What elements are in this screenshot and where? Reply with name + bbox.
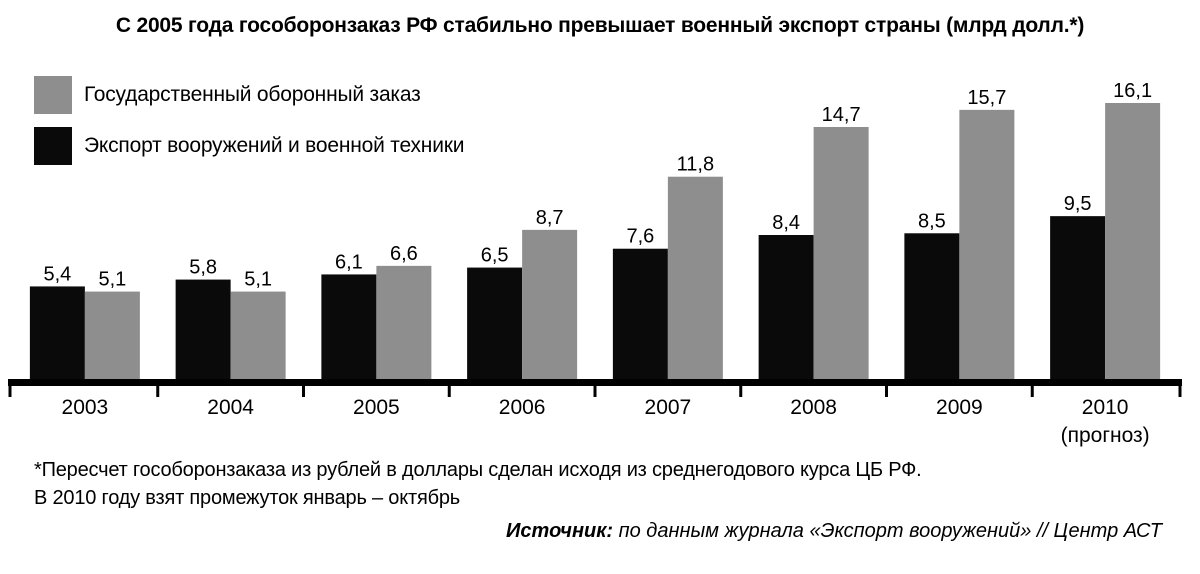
bar-export-2006: [467, 267, 523, 379]
bar-export-2004: [175, 279, 231, 379]
x-tick-label-2005: 2005: [353, 396, 400, 419]
bar-defense-order-2008: [813, 127, 869, 379]
footnote-line-1: *Пересчет гособоронзаказа из рублей в до…: [34, 459, 922, 481]
bar-export-2008: [758, 235, 814, 379]
footnote-line-2: В 2010 году взят промежуток январь – окт…: [34, 487, 460, 509]
data-label-defense-order-2009: 15,7: [967, 87, 1006, 109]
data-label-export-2004: 5,8: [189, 257, 217, 279]
x-axis-tick-6: [885, 383, 888, 397]
x-tick-label-2008: 2008: [790, 396, 837, 419]
bar-defense-order-2005: [376, 265, 432, 379]
x-tick-label-2009: 2009: [936, 396, 983, 419]
bar-export-2010: [1050, 216, 1106, 379]
x-axis-tick-3: [447, 383, 451, 397]
data-label-export-2009: 8,5: [918, 210, 946, 232]
bar-export-2005: [321, 274, 377, 379]
data-label-export-2006: 6,5: [481, 245, 509, 267]
data-label-defense-order-2008: 14,7: [822, 104, 861, 126]
bar-defense-order-2007: [667, 176, 723, 379]
legend-item-defense-order: Государственный оборонный заказ: [34, 75, 421, 115]
data-label-defense-order-2005: 6,6: [390, 243, 418, 265]
bar-export-2009: [904, 233, 960, 379]
legend-label-arms-export: Экспорт вооружений и военной техники: [84, 134, 465, 157]
x-axis-tick-5: [739, 383, 743, 397]
bar-defense-order-2006: [522, 229, 578, 379]
x-axis-tick-8: [1178, 383, 1182, 397]
x-axis-tick-2: [302, 383, 305, 397]
legend-swatch-defense-order: [34, 76, 72, 114]
source-text: по данным журнала «Экспорт вооружений» /…: [613, 520, 1162, 542]
x-tick-label-2006: 2006: [499, 396, 546, 419]
legend-swatch-arms-export: [34, 127, 72, 165]
legend-item-arms-export: Экспорт вооружений и военной техники: [34, 126, 464, 166]
chart-title: С 2005 года гособоронзаказ РФ стабильно …: [115, 14, 1085, 37]
bar-defense-order-2009: [959, 109, 1015, 379]
data-label-defense-order-2003: 5,1: [98, 269, 126, 291]
source-note: Источник: по данным журнала «Экспорт воо…: [506, 520, 1162, 543]
data-label-defense-order-2004: 5,1: [244, 269, 272, 291]
data-label-export-2005: 6,1: [335, 251, 363, 273]
source-label: Источник:: [506, 520, 614, 542]
data-label-export-2010: 9,5: [1064, 193, 1092, 215]
x-tick-label-2010: 2010: [1082, 396, 1129, 419]
x-axis-tick-1: [156, 383, 160, 397]
x-tick-note-2010: (прогноз): [1061, 424, 1150, 447]
x-axis-line: [8, 379, 1182, 386]
legend-label-defense-order: Государственный оборонный заказ: [84, 83, 421, 106]
x-axis-tick-7: [1030, 383, 1034, 397]
bar-defense-order-2010: [1105, 103, 1161, 379]
bar-export-2003: [29, 286, 85, 379]
x-axis-tick-4: [593, 383, 597, 397]
bar-export-2007: [612, 248, 668, 379]
data-label-defense-order-2006: 8,7: [536, 207, 564, 229]
x-tick-label-2003: 2003: [62, 396, 109, 419]
bar-defense-order-2003: [84, 291, 140, 379]
data-label-export-2007: 7,6: [626, 226, 654, 248]
x-tick-label-2004: 2004: [207, 396, 254, 419]
data-label-export-2008: 8,4: [772, 212, 800, 234]
data-label-defense-order-2010: 16,1: [1113, 80, 1152, 102]
x-tick-label-2007: 2007: [645, 396, 692, 419]
x-axis-tick-0: [8, 383, 12, 397]
bar-defense-order-2004: [230, 291, 286, 379]
data-label-defense-order-2007: 11,8: [677, 154, 714, 176]
data-label-export-2003: 5,4: [43, 263, 71, 285]
